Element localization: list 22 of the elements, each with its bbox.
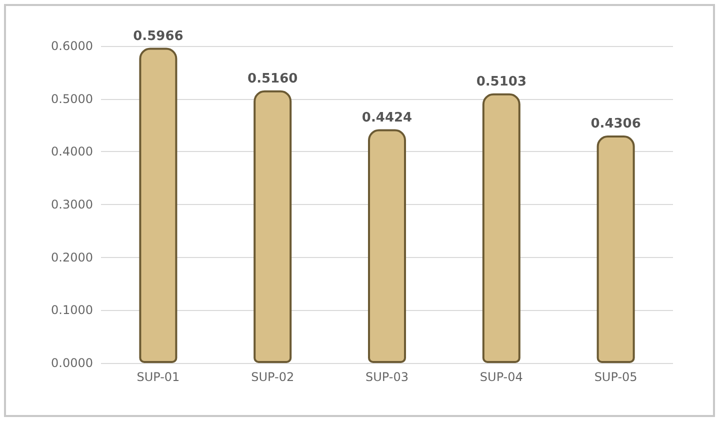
x-tick-label: SUP-01: [136, 370, 180, 384]
bar: [254, 90, 292, 363]
data-label: 0.5103: [476, 74, 526, 90]
x-tick-label: SUP-03: [366, 370, 408, 384]
bar: [596, 136, 635, 363]
data-label: 0.5966: [133, 28, 184, 44]
x-tick-label: SUP-02: [251, 370, 294, 384]
y-tick-label: 0.1000: [51, 303, 93, 318]
bar: [368, 129, 406, 363]
x-tick-label: SUP-05: [594, 370, 638, 384]
bar: [482, 93, 520, 363]
x-tick-label: SUP-04: [480, 370, 523, 384]
y-tick-label: 0.4000: [51, 144, 93, 159]
y-tick-label: 0.2000: [51, 250, 93, 264]
data-label: 0.4306: [590, 116, 641, 132]
data-label: 0.5160: [248, 71, 298, 86]
y-tick-label: 0.0000: [51, 356, 93, 370]
y-tick-label: 0.5000: [51, 92, 93, 106]
data-label: 0.4424: [362, 110, 412, 126]
y-tick-label: 0.6000: [51, 39, 93, 53]
y-tick-label: 0.3000: [51, 198, 93, 212]
bar: [139, 48, 178, 363]
